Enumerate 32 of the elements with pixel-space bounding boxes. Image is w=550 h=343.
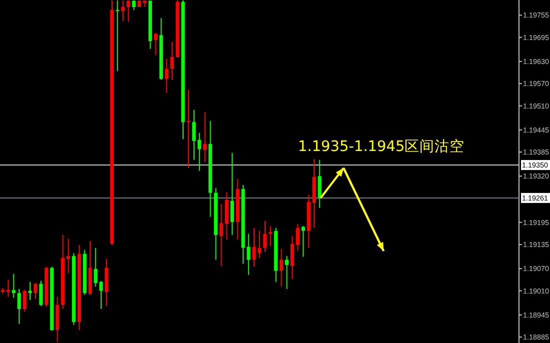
candlestick [285, 256, 289, 290]
candlestick [94, 247, 98, 288]
candlestick [34, 282, 38, 300]
candlestick [17, 288, 21, 324]
candlestick [318, 159, 322, 208]
candlestick [22, 290, 26, 312]
annotation: 1.1935-1.1945区间沽空 [298, 138, 465, 155]
candlestick [99, 280, 103, 310]
candlestick [280, 248, 284, 288]
candlestick [290, 236, 294, 280]
candlestick [263, 220, 267, 252]
candlestick [170, 41, 174, 80]
candlestick [198, 132, 202, 172]
candlestick [66, 238, 70, 274]
candlestick [301, 226, 306, 258]
candlestick [219, 203, 224, 267]
candlestick [246, 233, 250, 276]
candlestick [296, 223, 300, 252]
candlestick [39, 280, 43, 306]
candlestick [203, 112, 207, 163]
candlestick [6, 279, 10, 298]
candlestick [12, 273, 16, 298]
candlestick [121, 0, 125, 22]
candlestick [28, 281, 32, 301]
candlestick [126, 0, 130, 22]
candlestick [116, 0, 120, 72]
candlestick [192, 109, 196, 160]
candlestick [268, 226, 272, 247]
candlestick [186, 89, 190, 168]
candlestick [154, 32, 158, 56]
candlestick [230, 152, 234, 236]
candlestick [164, 58, 168, 94]
